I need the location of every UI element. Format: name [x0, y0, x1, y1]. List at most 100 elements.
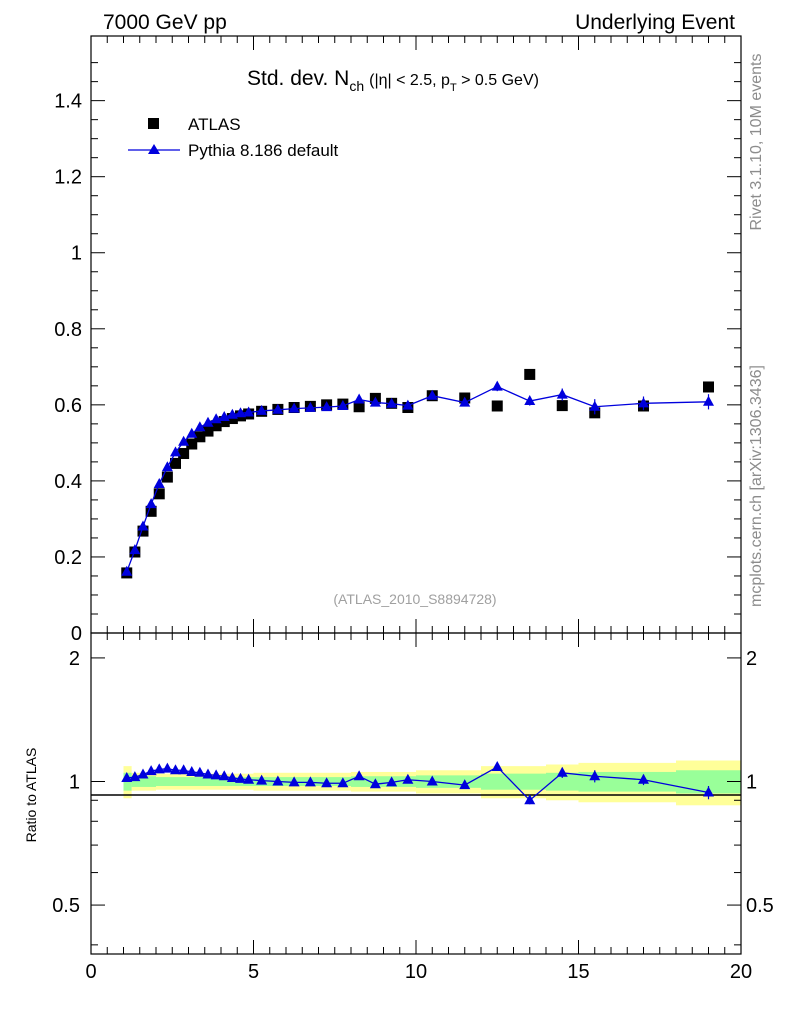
y-tick-label: 0.6 [54, 395, 82, 417]
ratio-data-point [369, 778, 381, 789]
ratio-data-layer [121, 760, 714, 805]
pythia-data-point [186, 427, 198, 438]
ratio-band-inner [546, 772, 579, 791]
legend-data-marker [148, 118, 159, 129]
pythia-data-point [288, 402, 300, 413]
atlas-data-point [153, 488, 165, 500]
atlas-data-point [186, 438, 198, 450]
pythia-data-point [369, 396, 381, 407]
atlas-data-point [137, 525, 149, 537]
ratio-data-point [556, 766, 568, 777]
ratio-data-point [137, 768, 149, 779]
ratio-data-point [426, 775, 438, 786]
header-right: Underlying Event [575, 11, 735, 34]
upper-data-layer [121, 368, 714, 579]
ratio-y-axis-label: Ratio to ATLAS [23, 748, 39, 843]
ratio-data-point [272, 775, 284, 786]
legend-data-label: ATLAS [188, 115, 241, 134]
pythia-data-point [161, 461, 173, 472]
ratio-data-point [153, 763, 165, 774]
atlas-data-point [178, 448, 190, 460]
pythia-data-point [178, 435, 190, 446]
x-tick-label: 20 [730, 961, 752, 983]
pythia-data-point [426, 389, 438, 400]
atlas-data-point [524, 368, 536, 380]
pythia-data-point [145, 498, 157, 509]
lower-panel-frame [90, 632, 742, 955]
x-tick-label: 5 [248, 961, 259, 983]
ratio-data-point [210, 769, 222, 780]
y-tick-label: 1.4 [54, 91, 82, 113]
ratio-y-tick-label-right: 1 [746, 771, 757, 793]
ratio-y-tick-label-left: 2 [69, 648, 80, 670]
ratio-data-point [186, 765, 198, 776]
ratio-data-point [218, 770, 230, 781]
ratio-line [126, 766, 709, 802]
atlas-data-point [703, 381, 714, 393]
ratio-data-point [402, 773, 414, 784]
pythia-data-point [638, 397, 649, 408]
ratio-band-inner [131, 776, 156, 787]
atlas-data-point [202, 425, 214, 437]
pythia-data-point [153, 477, 165, 488]
ratio-data-point [145, 765, 157, 776]
atlas-data-point [218, 416, 230, 428]
x-tick-label: 0 [85, 961, 96, 983]
pythia-data-point [235, 407, 246, 418]
pythia-data-point [243, 406, 255, 417]
pythia-data-point [202, 416, 214, 427]
ratio-data-point [194, 766, 206, 777]
ratio-data-point [226, 771, 238, 782]
ratio-data-point [129, 771, 141, 782]
atlas-data-point [210, 420, 222, 432]
ratio-data-point [243, 773, 255, 784]
ratio-data-point [321, 777, 333, 788]
pythia-data-point [524, 395, 536, 406]
lower-axis-ticks [90, 633, 742, 954]
ratio-data-point [202, 768, 214, 779]
atlas-data-point [161, 471, 173, 483]
ratio-data-point [288, 776, 300, 787]
ratio-data-point [386, 776, 398, 787]
side-text-mcplots: mcplots.cern.ch [arXiv:1306.3436] [748, 365, 765, 607]
atlas-data-point [145, 505, 157, 517]
y-tick-label: 0.8 [54, 319, 82, 341]
ratio-data-point [161, 762, 173, 773]
ratio-data-point [337, 777, 349, 788]
legend-mc-marker [148, 144, 160, 154]
pythia-data-point [589, 400, 601, 411]
ratio-band-inner [253, 777, 351, 787]
ratio-y-tick-label-left: 1 [69, 771, 80, 793]
upper-y-tick-labels: 0 0.2 0.4 0.6 0.8 1 1.2 1.4 [54, 91, 82, 645]
pythia-data-point [459, 396, 471, 407]
pythia-data-point [491, 380, 503, 391]
y-tick-label: 0.4 [54, 471, 82, 493]
pythia-data-point [129, 544, 141, 555]
pythia-data-point [386, 397, 398, 408]
ratio-data-point [170, 764, 181, 775]
pythia-data-point [556, 388, 568, 399]
ratio-data-point [121, 771, 133, 782]
pythia-data-point [304, 401, 316, 412]
ratio-data-point [491, 760, 503, 771]
ratio-data-point [524, 794, 536, 805]
pythia-data-point [194, 421, 206, 432]
plot-title: Std. dev. Nch (|η| < 2.5, pT > 0.5 GeV) [247, 67, 539, 94]
ratio-data-point [638, 773, 649, 784]
x-tick-label: 15 [567, 961, 589, 983]
atlas-data-point [491, 400, 503, 412]
ratio-band-inner [676, 770, 741, 794]
ratio-data-point [178, 764, 190, 775]
ratio-y-tick-label-right: 2 [746, 648, 757, 670]
pythia-line [126, 385, 709, 573]
header-left: 7000 GeV pp [103, 11, 227, 34]
atlas-data-point [194, 431, 206, 443]
x-tick-label: 10 [405, 961, 427, 983]
y-tick-label: 1.2 [54, 167, 82, 189]
ratio-data-point [256, 774, 268, 785]
x-tick-labels: 0 5 10 15 20 [85, 961, 752, 983]
ratio-data-point [703, 786, 714, 797]
lower-y-tick-labels: 0.5 0.5 1 1 2 2 [52, 648, 774, 917]
y-tick-label: 1 [71, 243, 82, 265]
